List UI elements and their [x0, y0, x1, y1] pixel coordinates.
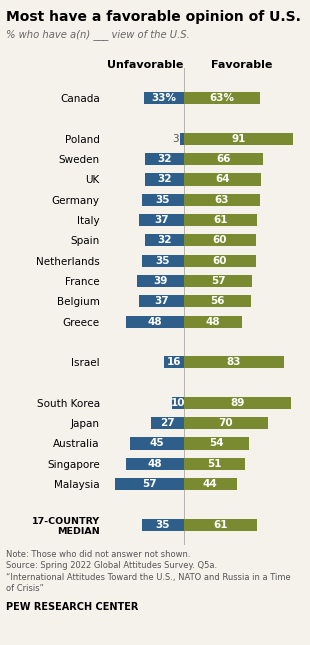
Bar [184, 437, 249, 450]
Text: Unfavorable: Unfavorable [107, 60, 184, 70]
Text: 48: 48 [148, 317, 162, 326]
Text: Favorable: Favorable [211, 60, 272, 70]
Text: 37: 37 [154, 296, 169, 306]
Bar [184, 255, 256, 267]
Text: 48: 48 [206, 317, 220, 326]
Text: 54: 54 [209, 439, 224, 448]
Text: Source: Spring 2022 Global Attitudes Survey. Q5a.: Source: Spring 2022 Global Attitudes Sur… [6, 561, 217, 570]
Text: 44: 44 [203, 479, 218, 489]
Text: 61: 61 [213, 215, 228, 225]
Bar [184, 417, 268, 430]
Text: 60: 60 [213, 255, 227, 266]
Text: 37: 37 [154, 215, 169, 225]
Bar [184, 458, 245, 470]
Bar [145, 174, 184, 186]
Bar [126, 315, 184, 328]
Text: of Crisis”: of Crisis” [6, 584, 44, 593]
Bar [184, 133, 294, 145]
Bar [142, 194, 184, 206]
Text: 45: 45 [149, 439, 164, 448]
Text: Most have a favorable opinion of U.S.: Most have a favorable opinion of U.S. [6, 10, 301, 24]
Text: 16: 16 [167, 357, 181, 367]
Bar [130, 437, 184, 450]
Text: “International Attitudes Toward the U.S., NATO and Russia in a Time: “International Attitudes Toward the U.S.… [6, 573, 291, 582]
Bar [184, 92, 260, 104]
Bar [184, 194, 260, 206]
Text: 27: 27 [160, 418, 175, 428]
Bar [184, 174, 261, 186]
Text: 3: 3 [172, 134, 179, 144]
Bar [139, 214, 184, 226]
Bar [115, 478, 184, 490]
Text: 63%: 63% [209, 93, 234, 103]
Bar [145, 234, 184, 246]
Text: 60: 60 [213, 235, 227, 245]
Text: 32: 32 [157, 235, 172, 245]
Bar [184, 275, 252, 287]
Text: 35: 35 [155, 520, 170, 530]
Text: 83: 83 [227, 357, 241, 367]
Bar [184, 356, 284, 368]
Bar [142, 519, 184, 531]
Text: 33%: 33% [151, 93, 176, 103]
Bar [184, 315, 241, 328]
Bar [172, 397, 184, 409]
Text: 32: 32 [157, 154, 172, 164]
Text: 57: 57 [142, 479, 157, 489]
Bar [184, 397, 291, 409]
Bar [126, 458, 184, 470]
Bar [165, 356, 184, 368]
Text: 70: 70 [219, 418, 233, 428]
Text: 35: 35 [155, 255, 170, 266]
Text: 66: 66 [216, 154, 231, 164]
Bar [142, 255, 184, 267]
Text: 89: 89 [230, 398, 245, 408]
Bar [137, 275, 184, 287]
Bar [139, 295, 184, 308]
Bar [184, 234, 256, 246]
Text: 56: 56 [210, 296, 225, 306]
Bar [145, 153, 184, 165]
Bar [184, 519, 257, 531]
Bar [180, 133, 184, 145]
Text: Note: Those who did not answer not shown.: Note: Those who did not answer not shown… [6, 550, 191, 559]
Text: 10: 10 [170, 398, 185, 408]
Text: PEW RESEARCH CENTER: PEW RESEARCH CENTER [6, 602, 139, 612]
Text: 48: 48 [148, 459, 162, 469]
Text: 63: 63 [215, 195, 229, 204]
Text: 51: 51 [207, 459, 222, 469]
Text: 91: 91 [232, 134, 246, 144]
Bar [144, 92, 184, 104]
Text: 32: 32 [157, 174, 172, 184]
Text: 39: 39 [153, 276, 167, 286]
Text: 61: 61 [213, 520, 228, 530]
Text: % who have a(n) ___ view of the U.S.: % who have a(n) ___ view of the U.S. [6, 29, 190, 40]
Text: 64: 64 [215, 174, 230, 184]
Bar [151, 417, 184, 430]
Bar [184, 295, 251, 308]
Text: 57: 57 [211, 276, 225, 286]
Bar [184, 153, 263, 165]
Bar [184, 214, 257, 226]
Bar [184, 478, 237, 490]
Text: 35: 35 [155, 195, 170, 204]
